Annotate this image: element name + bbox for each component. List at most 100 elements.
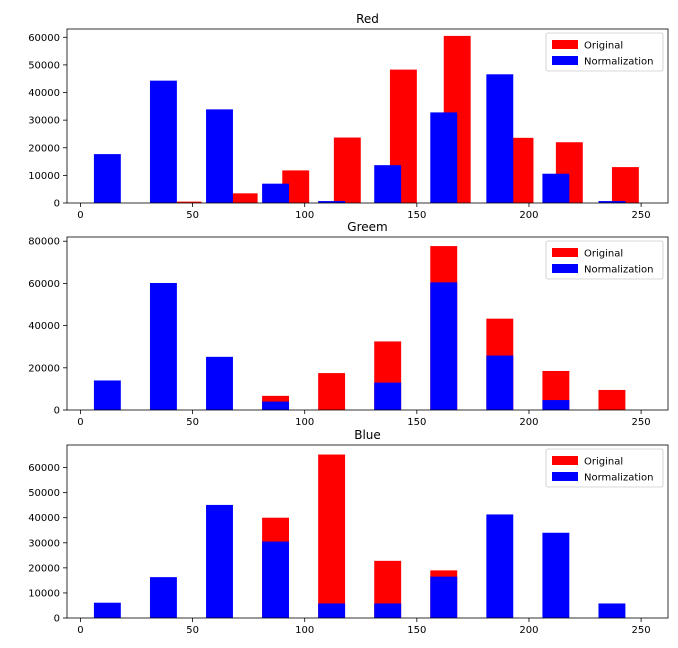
- chart-title-2: Greem: [347, 220, 387, 234]
- axes-frame-1: [66, 28, 669, 204]
- bar-normalization-2-7: [486, 355, 514, 410]
- bar-normalization-2-2: [206, 356, 233, 410]
- bar-normalization-2-0: [93, 380, 121, 410]
- y-tick-label-3-2: 20000: [28, 563, 60, 574]
- bar-original-2-9: [598, 389, 626, 410]
- bar-normalization-1-9: [598, 201, 626, 203]
- y-tick-label-2-1: 20000: [28, 363, 60, 374]
- series-normalization-2: [93, 282, 570, 410]
- y-tick-label-2-0: 0: [54, 406, 60, 417]
- bar-normalization-3-5: [374, 603, 402, 618]
- bar-original-3-4: [318, 454, 346, 618]
- subplot-3: 0 50 100 150 200 250 0 10000 20000 30000 40000 5000…: [28, 428, 669, 636]
- y-tick-label-2-2: 40000: [28, 321, 60, 332]
- x-tick-label-1-0: 0: [77, 210, 83, 221]
- bar-normalization-3-7: [486, 514, 514, 618]
- x-tick-label-2-3: 150: [407, 417, 426, 428]
- legend-label-normalization-2: Normalization: [584, 265, 654, 276]
- legend-label-normalization-3: Normalization: [584, 473, 654, 484]
- x-tick-label-2-5: 250: [632, 417, 651, 428]
- bar-normalization-3-6: [430, 576, 458, 618]
- chart-title-1: Red: [356, 12, 379, 26]
- y-tick-label-1-0: 0: [54, 199, 60, 210]
- bar-normalization-2-6: [430, 282, 458, 410]
- legend-1: Original Normalization: [545, 32, 664, 72]
- y-tick-label-1-6: 60000: [28, 33, 60, 44]
- bar-normalization-3-8: [542, 532, 570, 618]
- legend-label-original-2: Original: [584, 249, 623, 260]
- subplot-2: 0 50 100 150 200 250 0 20000 40000 60000 80000 Gree…: [28, 220, 669, 428]
- axes-frame-2: [66, 236, 669, 411]
- bar-original-1-9: [611, 167, 639, 203]
- x-tick-label-2-4: 200: [519, 417, 538, 428]
- bar-normalization-3-2: [206, 504, 233, 618]
- x-tick-label-2-1: 50: [186, 417, 199, 428]
- bar-normalization-2-3: [262, 401, 290, 410]
- legend-label-normalization-1: Normalization: [584, 57, 654, 68]
- x-tick-label-3-4: 200: [519, 625, 538, 636]
- y-tick-label-1-4: 40000: [28, 88, 60, 99]
- x-tick-label-1-1: 50: [186, 210, 199, 221]
- x-tick-label-1-3: 150: [407, 210, 426, 221]
- bar-normalization-2-8: [542, 400, 570, 410]
- chart-title-3: Blue: [354, 428, 381, 442]
- x-tick-label-1-5: 250: [632, 210, 651, 221]
- y-tick-label-3-6: 60000: [28, 463, 60, 474]
- x-tick-label-2-0: 0: [77, 417, 83, 428]
- legend-3: Original Normalization: [545, 448, 664, 488]
- bar-normalization-3-9: [598, 603, 626, 618]
- legend-label-original-1: Original: [584, 41, 623, 52]
- bar-normalization-2-1: [149, 282, 177, 410]
- y-tick-label-2-4: 80000: [28, 237, 60, 248]
- x-tick-label-3-5: 250: [632, 625, 651, 636]
- y-tick-label-3-5: 50000: [28, 488, 60, 499]
- y-tick-label-3-0: 0: [54, 614, 60, 625]
- legend-swatch-original-1: [552, 40, 578, 49]
- bar-normalization-1-1: [149, 80, 177, 203]
- bar-normalization-3-3: [262, 541, 290, 618]
- y-tick-label-1-3: 30000: [28, 116, 60, 127]
- bar-normalization-1-2: [206, 109, 233, 203]
- x-tick-label-3-3: 150: [407, 625, 426, 636]
- bar-original-1-2: [230, 193, 258, 203]
- series-normalization-3: [93, 504, 626, 618]
- y-tick-label-3-1: 10000: [28, 588, 60, 599]
- x-tick-label-3-2: 100: [295, 625, 314, 636]
- bar-normalization-1-8: [542, 173, 570, 203]
- y-tick-label-3-4: 40000: [28, 513, 60, 524]
- bar-normalization-3-4: [318, 603, 346, 618]
- bar-original-1-1: [174, 201, 202, 203]
- legend-swatch-normalization-1: [552, 56, 578, 65]
- bar-normalization-3-1: [149, 577, 177, 618]
- x-tick-label-1-2: 100: [295, 210, 314, 221]
- y-tick-label-3-3: 30000: [28, 538, 60, 549]
- bar-normalization-1-4: [318, 201, 346, 203]
- x-tick-label-1-4: 200: [519, 210, 538, 221]
- x-tick-label-2-2: 100: [295, 417, 314, 428]
- y-tick-label-1-1: 10000: [28, 171, 60, 182]
- bar-normalization-1-0: [93, 154, 121, 203]
- bar-normalization-1-7: [486, 74, 514, 203]
- x-tick-label-3-0: 0: [77, 625, 83, 636]
- legend-label-original-3: Original: [584, 457, 623, 468]
- bar-normalization-1-6: [430, 112, 458, 203]
- y-tick-label-2-3: 60000: [28, 279, 60, 290]
- bar-normalization-1-5: [374, 165, 402, 203]
- y-tick-label-1-5: 50000: [28, 60, 60, 71]
- legend-swatch-normalization-3: [552, 472, 578, 481]
- bar-normalization-3-0: [93, 602, 121, 618]
- bar-original-1-4: [333, 137, 361, 203]
- bar-normalization-1-3: [262, 183, 290, 203]
- legend-swatch-normalization-2: [552, 264, 578, 273]
- x-tick-label-3-1: 50: [186, 625, 199, 636]
- legend-swatch-original-3: [552, 456, 578, 465]
- y-tick-label-1-2: 20000: [28, 143, 60, 154]
- bar-normalization-2-5: [374, 382, 402, 410]
- subplot-1: 0 50 100 150 200 250 0 10000 20000 30000 40000 5000…: [28, 12, 669, 221]
- bar-original-2-4: [318, 373, 346, 410]
- legend-2: Original Normalization: [545, 240, 664, 280]
- legend-swatch-original-2: [552, 248, 578, 257]
- series-normalization-1: [93, 74, 626, 203]
- axes-frame-3: [66, 444, 669, 619]
